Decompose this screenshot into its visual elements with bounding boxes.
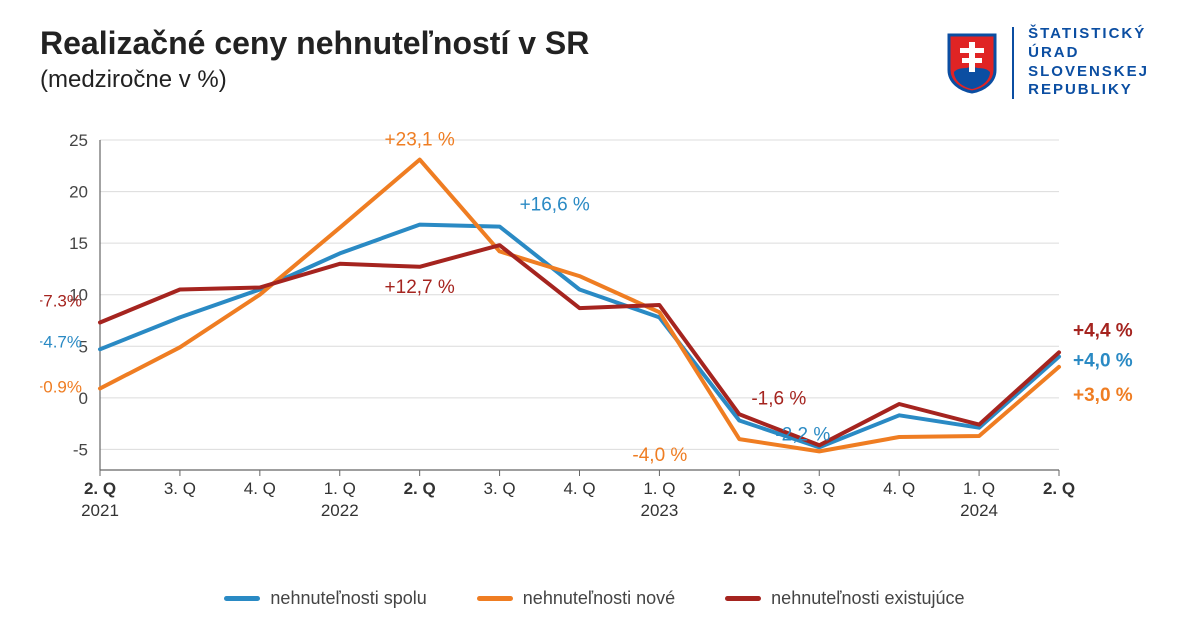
svg-text:25: 25 [69,131,88,150]
org-line: ÚRAD [1028,44,1149,63]
svg-text:+4.7%: +4.7% [40,332,82,351]
legend-label: nehnuteľnosti existujúce [771,588,964,609]
chart-area: -505101520252. Q20213. Q4. Q1. Q20222. Q… [40,120,1149,540]
svg-text:1. Q: 1. Q [324,479,356,498]
legend-item: nehnuteľnosti existujúce [725,588,964,609]
svg-text:+23,1 %: +23,1 % [385,130,455,151]
chart-title: Realizačné ceny nehnuteľností v SR [40,25,589,62]
org-line: ŠTATISTICKÝ [1028,25,1149,44]
legend-item: nehnuteľnosti spolu [224,588,426,609]
legend-swatch [224,596,260,601]
legend-label: nehnuteľnosti spolu [270,588,426,609]
svg-text:2. Q: 2. Q [84,479,116,498]
svg-text:2. Q: 2. Q [404,479,436,498]
legend-item: nehnuteľnosti nové [477,588,675,609]
svg-text:+7.3%: +7.3% [40,292,82,311]
page-root: Realizačné ceny nehnuteľností v SR (medz… [0,0,1189,627]
svg-text:1. Q: 1. Q [963,479,995,498]
svg-text:1. Q: 1. Q [643,479,675,498]
logo-block: ŠTATISTICKÝ ÚRAD SLOVENSKEJ REPUBLIKY [946,25,1149,100]
org-name: ŠTATISTICKÝ ÚRAD SLOVENSKEJ REPUBLIKY [1028,25,1149,100]
svg-text:-5: -5 [73,440,88,459]
svg-text:3. Q: 3. Q [164,479,196,498]
svg-text:3. Q: 3. Q [803,479,835,498]
chart-subtitle: (medziročne v %) [40,66,589,94]
svg-text:+3,0 %: +3,0 % [1073,385,1133,406]
svg-text:2024: 2024 [960,501,998,520]
svg-text:+16,6 %: +16,6 % [520,195,590,216]
svg-text:20: 20 [69,183,88,202]
header: Realizačné ceny nehnuteľností v SR (medz… [40,25,1149,100]
svg-text:+12,7 %: +12,7 % [385,277,455,298]
svg-text:15: 15 [69,234,88,253]
svg-text:-4,0 %: -4,0 % [632,445,687,466]
legend-swatch [477,596,513,601]
svg-text:3. Q: 3. Q [484,479,516,498]
svg-text:2021: 2021 [81,501,119,520]
svg-text:4. Q: 4. Q [563,479,595,498]
svg-text:+4,0 %: +4,0 % [1073,351,1133,372]
svg-text:4. Q: 4. Q [883,479,915,498]
svg-text:-1,6 %: -1,6 % [751,388,806,409]
title-block: Realizačné ceny nehnuteľností v SR (medz… [40,25,589,94]
svg-text:-2,2 %: -2,2 % [775,425,830,446]
legend-swatch [725,596,761,601]
legend-label: nehnuteľnosti nové [523,588,675,609]
coat-of-arms-icon [946,32,998,94]
svg-text:2022: 2022 [321,501,359,520]
svg-text:4. Q: 4. Q [244,479,276,498]
svg-text:2. Q: 2. Q [723,479,755,498]
org-line: REPUBLIKY [1028,81,1149,100]
org-line: SLOVENSKEJ [1028,63,1149,82]
legend: nehnuteľnosti spolu nehnuteľnosti nové neh… [0,588,1189,609]
logo-divider [1012,27,1014,99]
line-chart: -505101520252. Q20213. Q4. Q1. Q20222. Q… [40,120,1149,540]
svg-text:2. Q: 2. Q [1043,479,1075,498]
svg-text:2023: 2023 [641,501,679,520]
svg-text:+0.9%: +0.9% [40,378,82,397]
svg-text:+4,4 %: +4,4 % [1073,320,1133,341]
